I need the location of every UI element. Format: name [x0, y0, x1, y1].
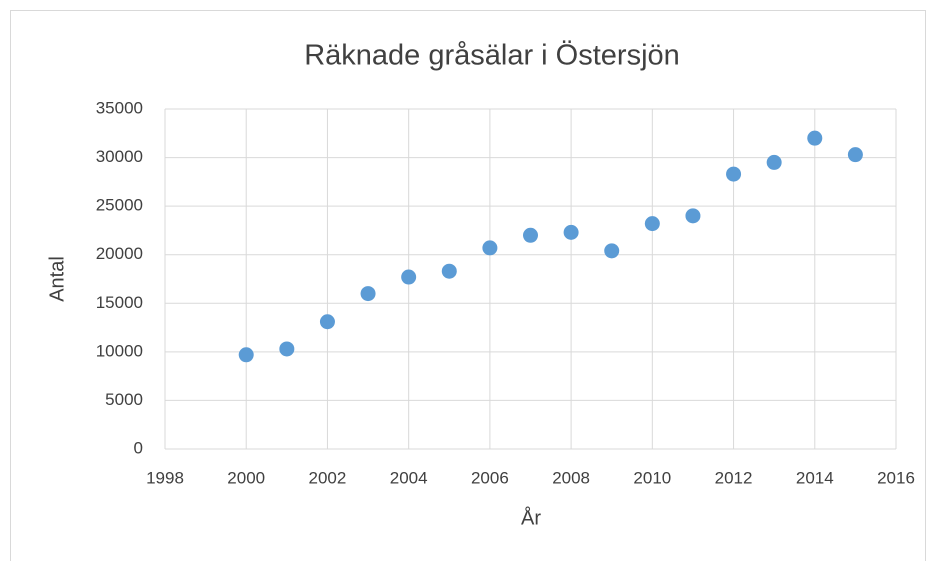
point — [726, 166, 742, 182]
x-tick-label: 2010 — [633, 468, 671, 487]
x-tick-label: 1998 — [146, 468, 184, 487]
x-tick-label: 2006 — [471, 468, 509, 487]
point — [766, 154, 782, 170]
point — [238, 347, 254, 363]
y-tick-label: 25000 — [96, 196, 143, 215]
point — [441, 263, 457, 279]
point — [401, 269, 417, 285]
x-tick-label: 2008 — [552, 468, 590, 487]
y-tick-label: 5000 — [105, 390, 143, 409]
y-tick-label: 10000 — [96, 341, 143, 360]
point — [523, 227, 538, 243]
y-tick-label: 30000 — [96, 147, 143, 166]
point — [279, 341, 295, 357]
x-tick-label: 2014 — [796, 468, 834, 487]
point — [644, 216, 660, 232]
y-tick-label: 35000 — [96, 98, 143, 117]
x-tick-label: 2012 — [715, 468, 753, 487]
point — [604, 243, 620, 259]
point — [847, 147, 863, 163]
chart-frame — [10, 10, 926, 561]
y-axis-label: Antal — [46, 256, 68, 302]
x-axis-label: År — [521, 506, 541, 529]
point — [807, 130, 823, 146]
y-tick-label: 20000 — [96, 244, 143, 263]
y-tick-label: 0 — [134, 438, 143, 457]
x-tick-label: 2002 — [309, 468, 347, 487]
x-tick-label: 2016 — [877, 468, 915, 487]
point — [360, 286, 376, 302]
x-tick-label: 2004 — [390, 468, 428, 487]
y-tick-label: 15000 — [96, 293, 143, 312]
point — [482, 240, 498, 256]
x-tick-label: 2000 — [227, 468, 265, 487]
point — [319, 314, 335, 330]
chart-title: Räknade gråsälar i Östersjön — [304, 40, 680, 72]
point — [685, 208, 701, 224]
point — [563, 224, 579, 240]
